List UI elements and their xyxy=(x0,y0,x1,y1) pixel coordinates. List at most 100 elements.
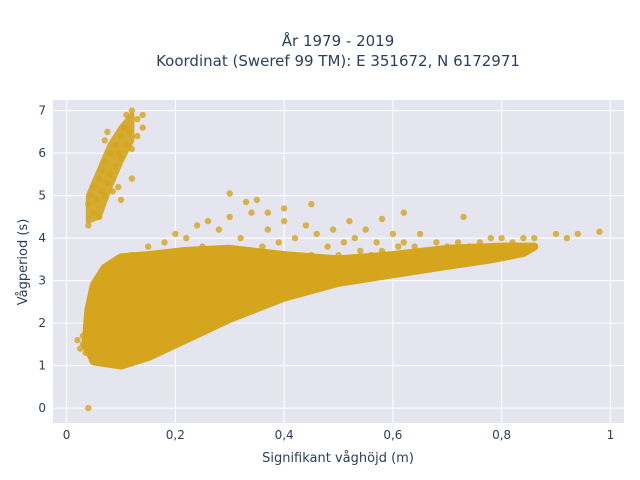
data-point xyxy=(93,294,100,301)
data-point xyxy=(139,336,146,344)
data-point xyxy=(134,311,141,318)
data-point xyxy=(85,200,92,208)
data-point xyxy=(106,349,114,357)
data-point xyxy=(193,222,201,229)
data-point xyxy=(444,243,451,250)
data-point xyxy=(378,215,386,223)
data-point xyxy=(125,128,133,136)
y-axis-title: Vågperiod (s) xyxy=(16,219,31,306)
data-point xyxy=(123,319,130,327)
data-point xyxy=(112,162,119,170)
x-tick-label: 0,2 xyxy=(166,428,185,442)
dense-point-cloud xyxy=(81,242,539,370)
data-point xyxy=(120,124,127,131)
data-point xyxy=(98,166,106,174)
data-point xyxy=(177,247,184,255)
data-point xyxy=(460,213,467,221)
data-point xyxy=(145,298,152,306)
data-point xyxy=(117,341,125,348)
data-point xyxy=(104,298,111,306)
data-point xyxy=(145,243,152,250)
data-point xyxy=(98,285,106,293)
data-point xyxy=(117,290,125,297)
data-point xyxy=(552,230,560,238)
data-point xyxy=(308,251,315,259)
data-point xyxy=(596,228,603,235)
data-point xyxy=(139,256,146,263)
data-point xyxy=(128,345,136,352)
data-point xyxy=(389,230,397,238)
data-point xyxy=(373,239,380,246)
x-tick-label: 1 xyxy=(607,428,615,442)
data-point xyxy=(329,226,337,233)
data-point xyxy=(313,230,320,238)
data-point xyxy=(199,290,206,297)
data-point xyxy=(270,264,277,272)
data-point xyxy=(259,243,266,250)
data-point xyxy=(109,188,117,195)
data-point xyxy=(340,239,348,246)
data-point xyxy=(134,132,141,140)
data-point xyxy=(253,273,261,280)
data-point xyxy=(101,336,108,344)
data-point xyxy=(416,230,424,238)
data-point xyxy=(221,285,228,293)
data-point xyxy=(183,234,190,242)
data-point xyxy=(574,230,581,238)
data-point xyxy=(117,154,125,161)
data-point xyxy=(109,319,117,327)
data-point xyxy=(90,353,98,361)
data-point xyxy=(85,341,92,348)
data-point xyxy=(117,256,125,263)
data-point xyxy=(134,277,141,284)
data-point xyxy=(106,268,114,276)
y-tick-label: 3 xyxy=(38,274,46,288)
data-point xyxy=(378,247,386,255)
y-tick-label: 1 xyxy=(38,359,46,373)
data-point xyxy=(166,260,174,267)
x-axis-title: Signifikant våghöjd (m) xyxy=(262,451,414,466)
data-point xyxy=(411,243,418,250)
data-point xyxy=(487,234,494,242)
data-point xyxy=(400,239,407,246)
data-point xyxy=(454,239,462,246)
y-tick-label: 5 xyxy=(38,189,46,203)
data-point xyxy=(199,243,206,250)
data-point xyxy=(242,198,250,206)
data-point xyxy=(85,404,92,412)
data-point xyxy=(280,217,288,225)
data-point xyxy=(509,239,516,246)
data-point xyxy=(563,234,571,242)
data-point xyxy=(150,268,157,276)
data-point xyxy=(324,243,331,250)
data-point xyxy=(286,256,293,263)
data-point xyxy=(204,217,212,225)
chart-title-line1: År 1979 - 2019 xyxy=(282,31,395,50)
data-point xyxy=(395,243,402,250)
x-tick-label: 0,8 xyxy=(492,428,511,442)
data-point xyxy=(112,358,119,365)
data-point xyxy=(128,175,136,182)
data-point xyxy=(291,234,299,242)
data-point xyxy=(74,336,81,344)
data-point xyxy=(351,234,358,242)
data-point xyxy=(155,285,163,293)
data-point xyxy=(128,251,136,259)
data-point xyxy=(161,239,168,246)
data-point xyxy=(520,234,527,242)
data-point xyxy=(117,132,125,140)
data-point xyxy=(117,196,125,204)
data-point xyxy=(215,226,223,233)
data-point xyxy=(226,264,233,272)
data-point xyxy=(172,307,179,314)
tick-labels: 0 0,2 0,4 0,6 0,8 1 0 1 2 3 4 5 6 7 xyxy=(38,104,614,442)
data-point xyxy=(115,183,122,191)
data-point xyxy=(422,247,429,255)
data-point xyxy=(123,141,130,148)
x-tick-label: 0,4 xyxy=(275,428,294,442)
data-point xyxy=(172,230,179,238)
data-point xyxy=(335,251,342,259)
x-tick-label: 0 xyxy=(63,428,71,442)
